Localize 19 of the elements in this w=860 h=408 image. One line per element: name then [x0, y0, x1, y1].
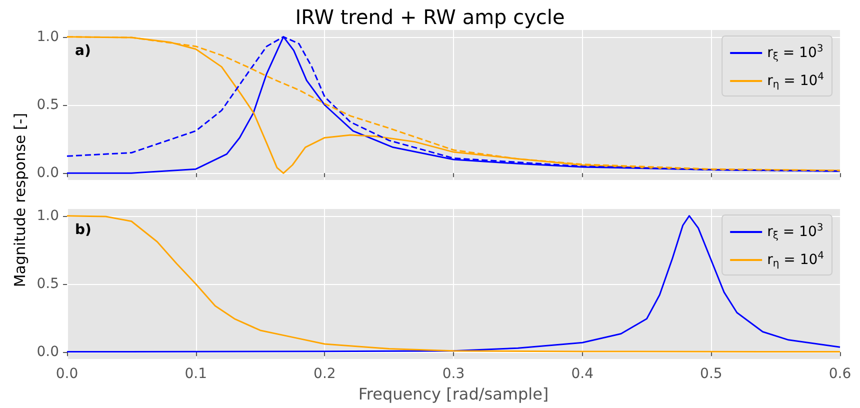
x-tick-label: 0.0: [56, 366, 78, 382]
x-tick-label: 0.2: [314, 366, 336, 382]
y-tick-label: 1.0: [36, 28, 59, 45]
line-series: [66, 215, 841, 353]
x-tick-label: 0.6: [828, 366, 852, 382]
x-tick-label: 0.4: [571, 366, 594, 382]
y-tick-label: 0.0: [36, 344, 59, 360]
x-axis-title: Frequency [rad/sample]: [358, 384, 549, 404]
x-tick-label: 0.3: [442, 366, 465, 382]
annotation: a): [75, 43, 91, 59]
y-tick-label: 0.0: [36, 165, 59, 182]
y-tick-label: 0.5: [36, 97, 59, 113]
y-tick-label: 1.0: [36, 208, 59, 224]
x-tick-label: 0.5: [700, 366, 722, 382]
y-tick-label: 0.5: [36, 276, 59, 292]
chart-title: IRW trend + RW amp cycle: [295, 5, 565, 29]
annotation: b): [75, 222, 92, 238]
x-tick-label: 0.1: [184, 366, 207, 382]
y-axis-title: Magnitude response [-]: [11, 112, 29, 288]
